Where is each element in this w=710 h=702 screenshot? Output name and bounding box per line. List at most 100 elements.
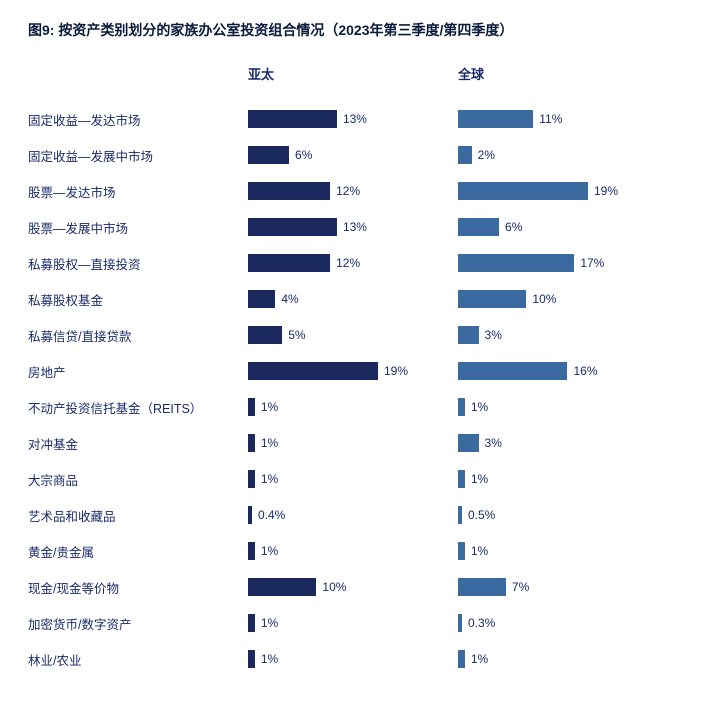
bar-apac bbox=[248, 218, 337, 236]
bar-global bbox=[458, 506, 462, 524]
bar-cell-global: 3% bbox=[458, 326, 668, 344]
bar-global bbox=[458, 218, 499, 236]
value-label-global: 7% bbox=[512, 580, 529, 594]
bar-cell-global: 7% bbox=[458, 578, 668, 596]
value-label-apac: 1% bbox=[261, 472, 278, 486]
bar-cell-apac: 6% bbox=[248, 146, 458, 164]
chart-row: 现金/现金等价物 10% 7% bbox=[28, 569, 682, 605]
value-label-global: 10% bbox=[532, 292, 556, 306]
value-label-global: 2% bbox=[478, 148, 495, 162]
bar-apac bbox=[248, 650, 255, 668]
bar-cell-apac: 0.4% bbox=[248, 506, 458, 524]
value-label-global: 1% bbox=[471, 652, 488, 666]
value-label-apac: 19% bbox=[384, 364, 408, 378]
bar-cell-apac: 1% bbox=[248, 542, 458, 560]
chart-row: 对冲基金1%3% bbox=[28, 425, 682, 461]
bar-apac bbox=[248, 110, 337, 128]
bar-cell-apac: 1% bbox=[248, 470, 458, 488]
bar-cell-global: 6% bbox=[458, 218, 668, 236]
category-label: 私募股权—直接投资 bbox=[28, 254, 248, 273]
bar-cell-apac: 1% bbox=[248, 650, 458, 668]
bar-apac bbox=[248, 470, 255, 488]
bar-cell-global: 1% bbox=[458, 398, 668, 416]
bar-cell-global: 1% bbox=[458, 542, 668, 560]
bar-global bbox=[458, 542, 465, 560]
chart-row: 房地产 19% 16% bbox=[28, 353, 682, 389]
value-label-global: 3% bbox=[485, 436, 502, 450]
value-label-apac: 5% bbox=[288, 328, 305, 342]
chart-row: 股票—发展中市场13%6% bbox=[28, 209, 682, 245]
value-label-global: 3% bbox=[485, 328, 502, 342]
category-label: 固定收益—发展中市场 bbox=[28, 146, 248, 165]
bar-global bbox=[458, 110, 533, 128]
value-label-global: 1% bbox=[471, 472, 488, 486]
value-label-apac: 0.4% bbox=[258, 508, 285, 522]
bar-apac bbox=[248, 578, 316, 596]
category-label: 房地产 bbox=[28, 362, 248, 381]
bar-cell-apac: 1% bbox=[248, 398, 458, 416]
bar-global bbox=[458, 254, 574, 272]
bar-apac bbox=[248, 254, 330, 272]
category-label: 固定收益—发达市场 bbox=[28, 110, 248, 129]
bar-cell-global: 2% bbox=[458, 146, 668, 164]
bar-cell-global: 19% bbox=[458, 182, 668, 200]
value-label-apac: 1% bbox=[261, 616, 278, 630]
category-label: 不动产投资信托基金（REITS） bbox=[28, 398, 248, 417]
value-label-apac: 6% bbox=[295, 148, 312, 162]
bar-cell-apac: 4% bbox=[248, 290, 458, 308]
bar-apac bbox=[248, 434, 255, 452]
bar-cell-global: 0.3% bbox=[458, 614, 668, 632]
bar-global bbox=[458, 146, 472, 164]
header-global: 全球 bbox=[458, 64, 668, 83]
bar-global bbox=[458, 182, 588, 200]
bar-cell-apac: 13% bbox=[248, 110, 458, 128]
bar-cell-apac: 10% bbox=[248, 578, 458, 596]
value-label-apac: 4% bbox=[281, 292, 298, 306]
chart-row: 私募股权基金4%10% bbox=[28, 281, 682, 317]
value-label-apac: 1% bbox=[261, 544, 278, 558]
category-label: 私募信贷/直接贷款 bbox=[28, 326, 248, 345]
bar-global bbox=[458, 290, 526, 308]
value-label-apac: 1% bbox=[261, 436, 278, 450]
column-headers: 亚太 全球 bbox=[28, 64, 682, 83]
value-label-global: 1% bbox=[471, 544, 488, 558]
value-label-apac: 10% bbox=[322, 580, 346, 594]
value-label-global: 16% bbox=[573, 364, 597, 378]
bar-apac bbox=[248, 506, 252, 524]
chart-row: 私募股权—直接投资 12% 17% bbox=[28, 245, 682, 281]
bar-global bbox=[458, 614, 462, 632]
bar-global bbox=[458, 398, 465, 416]
bar-cell-global: 16% bbox=[458, 362, 668, 380]
category-label: 林业/农业 bbox=[28, 650, 248, 669]
category-label: 艺术品和收藏品 bbox=[28, 506, 248, 525]
bar-apac bbox=[248, 290, 275, 308]
bar-cell-global: 10% bbox=[458, 290, 668, 308]
bar-apac bbox=[248, 614, 255, 632]
category-label: 大宗商品 bbox=[28, 470, 248, 489]
chart-row: 股票—发达市场12%19% bbox=[28, 173, 682, 209]
bar-cell-global: 17% bbox=[458, 254, 668, 272]
chart-row: 固定收益—发达市场 13% 11% bbox=[28, 101, 682, 137]
category-label: 加密货币/数字资产 bbox=[28, 614, 248, 633]
category-label: 现金/现金等价物 bbox=[28, 578, 248, 597]
value-label-apac: 13% bbox=[343, 112, 367, 126]
chart-rows: 固定收益—发达市场 13% 11% 固定收益—发展中市场 6% 2% 股票—发达市场12%1… bbox=[28, 101, 682, 677]
category-label: 黄金/贵金属 bbox=[28, 542, 248, 561]
bar-cell-global: 1% bbox=[458, 650, 668, 668]
chart-row: 不动产投资信托基金（REITS）1%1% bbox=[28, 389, 682, 425]
bar-global bbox=[458, 434, 479, 452]
value-label-apac: 12% bbox=[336, 256, 360, 270]
bar-cell-apac: 5% bbox=[248, 326, 458, 344]
value-label-global: 0.5% bbox=[468, 508, 495, 522]
category-label: 股票—发展中市场 bbox=[28, 218, 248, 237]
bar-cell-apac: 1% bbox=[248, 434, 458, 452]
bar-cell-global: 0.5% bbox=[458, 506, 668, 524]
value-label-global: 1% bbox=[471, 400, 488, 414]
bar-apac bbox=[248, 146, 289, 164]
chart-row: 加密货币/数字资产 1% 0.3% bbox=[28, 605, 682, 641]
bar-global bbox=[458, 470, 465, 488]
value-label-global: 6% bbox=[505, 220, 522, 234]
chart-row: 大宗商品 1% 1% bbox=[28, 461, 682, 497]
value-label-global: 19% bbox=[594, 184, 618, 198]
bar-cell-global: 11% bbox=[458, 110, 668, 128]
